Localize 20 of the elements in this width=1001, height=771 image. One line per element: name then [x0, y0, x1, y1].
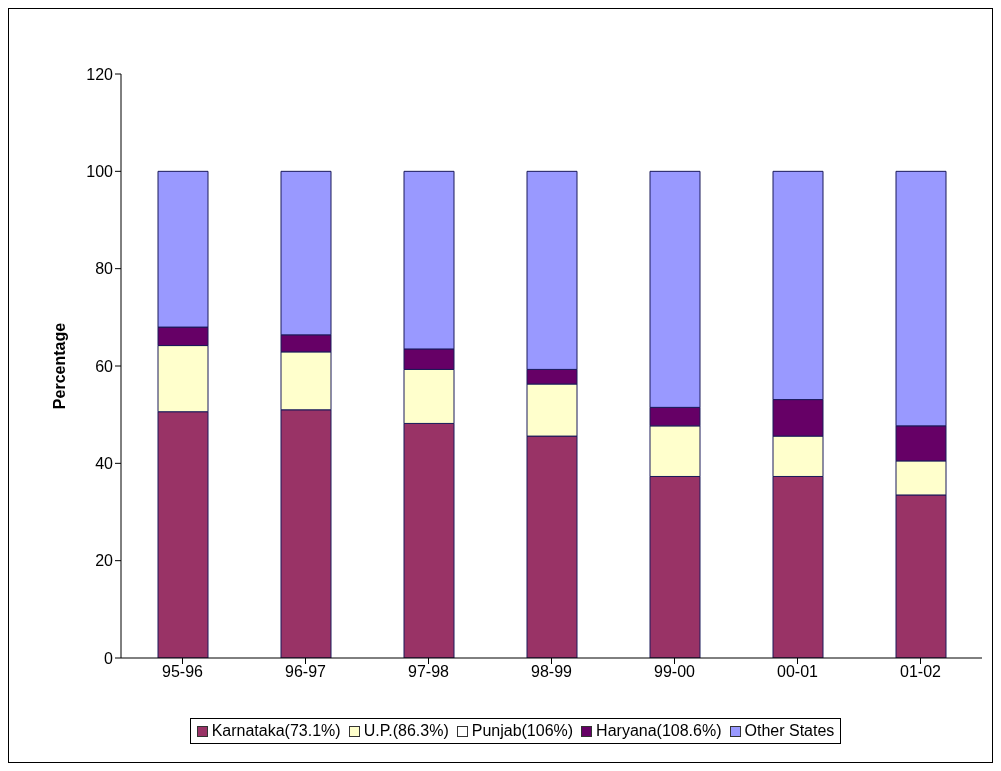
x-tick-label: 01-02 [900, 663, 942, 681]
legend-label: Haryana(108.6%) [596, 722, 722, 740]
y-axis-title: Percentage [50, 322, 68, 410]
legend-label: Punjab(106%) [471, 722, 574, 740]
legend-label: Other States [744, 722, 835, 740]
legend-label: Karnataka(73.1%) [211, 722, 341, 740]
y-tick-label: 60 [95, 357, 114, 375]
x-tick-label: 96-97 [285, 663, 327, 681]
y-tick-label: 80 [95, 260, 114, 278]
y-tick-label: 20 [95, 552, 114, 570]
y-tick-label: 120 [86, 65, 114, 83]
y-tick-label: 0 [104, 649, 114, 667]
y-tick-label: 40 [95, 455, 114, 473]
legend-label: U.P.(86.3%) [363, 722, 449, 740]
x-tick-label: 97-98 [408, 663, 450, 681]
x-tick-label: 95-96 [162, 663, 204, 681]
x-tick-label: 98-99 [531, 663, 573, 681]
x-tick-label: 00-01 [777, 663, 819, 681]
y-tick-label: 100 [86, 163, 114, 181]
x-tick-label: 99-00 [654, 663, 696, 681]
